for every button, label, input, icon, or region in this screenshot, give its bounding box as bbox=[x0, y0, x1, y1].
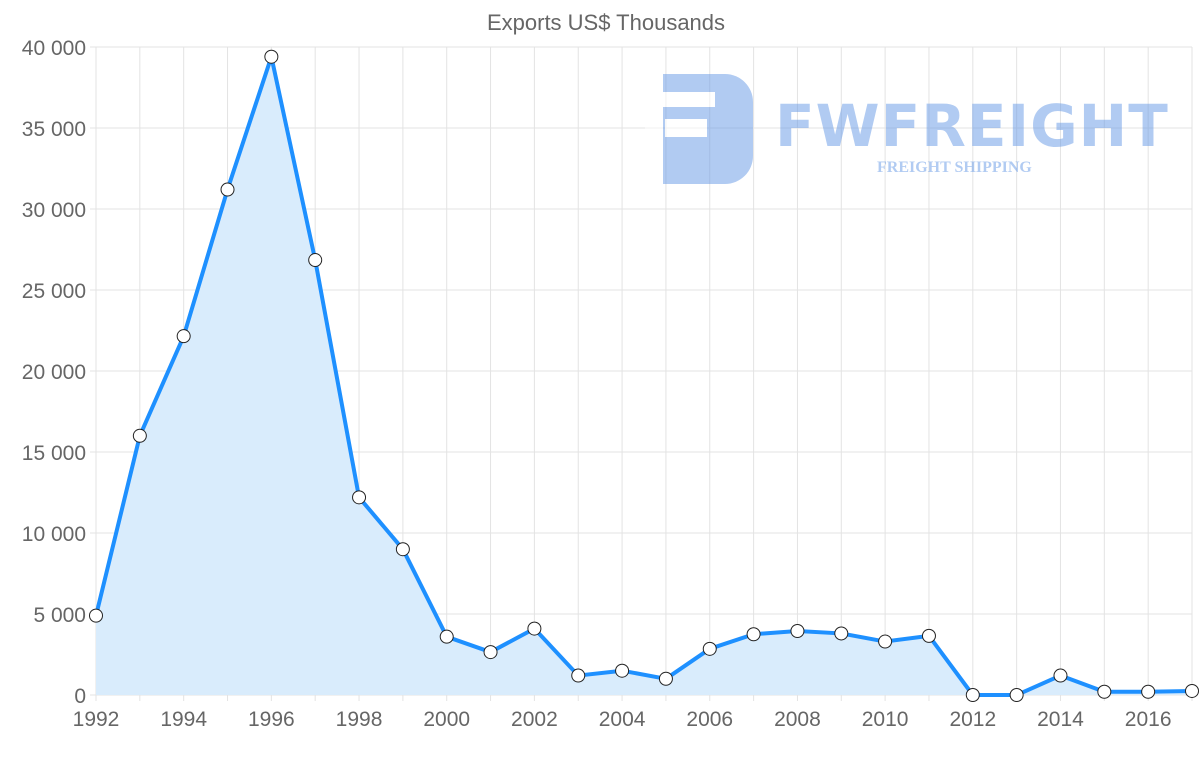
logo-tagline: FREIGHT SHIPPING bbox=[877, 159, 1032, 176]
data-point bbox=[615, 663, 630, 678]
data-point bbox=[790, 624, 805, 639]
data-point bbox=[352, 490, 367, 505]
x-tick-label: 2010 bbox=[862, 708, 909, 731]
x-tick-label: 1994 bbox=[160, 708, 207, 731]
x-tick-label: 2002 bbox=[511, 708, 558, 731]
data-point bbox=[527, 621, 542, 636]
data-point bbox=[439, 629, 454, 644]
data-point bbox=[878, 634, 893, 649]
grid bbox=[90, 46, 1193, 701]
series bbox=[89, 49, 1199, 702]
data-point bbox=[658, 671, 673, 686]
y-tick-label: 30 000 bbox=[22, 199, 86, 222]
data-point bbox=[702, 641, 717, 656]
x-axis: 1992 1994 1996 1998 2000 2002 2004 2006 2008 2010… bbox=[73, 708, 1172, 731]
y-axis: 0 5 000 10 000 15 000 20 000 25 000 30 000 35 0… bbox=[22, 37, 86, 708]
series-area bbox=[96, 56, 1192, 696]
data-point bbox=[1097, 684, 1112, 699]
data-point bbox=[483, 645, 498, 660]
data-point bbox=[834, 626, 849, 641]
data-point bbox=[264, 49, 279, 64]
data-point bbox=[395, 542, 410, 557]
data-point bbox=[1141, 684, 1156, 699]
y-tick-label: 35 000 bbox=[22, 118, 86, 141]
data-point bbox=[308, 253, 323, 268]
watermark-logo: FWFREIGHT FREIGHT SHIPPING bbox=[645, 72, 1168, 187]
data-point bbox=[746, 627, 761, 642]
chart-title: Exports US$ Thousands bbox=[487, 10, 725, 35]
data-point bbox=[220, 182, 235, 197]
x-tick-label: 2016 bbox=[1125, 708, 1172, 731]
data-point bbox=[1185, 683, 1199, 698]
x-tick-label: 1996 bbox=[248, 708, 295, 731]
data-point bbox=[89, 608, 103, 623]
series-line bbox=[94, 54, 1193, 697]
x-tick-label: 1992 bbox=[73, 708, 120, 731]
data-point bbox=[132, 428, 147, 443]
x-tick-label: 2006 bbox=[686, 708, 733, 731]
x-tick-label: 2004 bbox=[599, 708, 646, 731]
x-tick-label: 2000 bbox=[423, 708, 470, 731]
x-tick-label: 2012 bbox=[949, 708, 996, 731]
logo-name: FWFREIGHT bbox=[775, 92, 1169, 160]
data-point bbox=[1009, 688, 1024, 702]
data-point bbox=[965, 688, 980, 702]
data-point bbox=[1053, 668, 1068, 683]
y-tick-label: 25 000 bbox=[22, 280, 86, 303]
x-tick-label: 2008 bbox=[774, 708, 821, 731]
y-tick-label: 15 000 bbox=[22, 442, 86, 465]
x-tick-label: 2014 bbox=[1037, 708, 1084, 731]
y-tick-label: 40 000 bbox=[22, 37, 86, 60]
y-tick-label: 5 000 bbox=[33, 604, 86, 627]
x-tick-label: 1998 bbox=[336, 708, 383, 731]
y-tick-label: 20 000 bbox=[22, 361, 86, 384]
y-tick-label: 10 000 bbox=[22, 523, 86, 546]
data-point bbox=[921, 628, 936, 643]
data-point bbox=[571, 668, 586, 683]
data-point bbox=[176, 329, 191, 344]
y-tick-label: 0 bbox=[74, 685, 86, 708]
